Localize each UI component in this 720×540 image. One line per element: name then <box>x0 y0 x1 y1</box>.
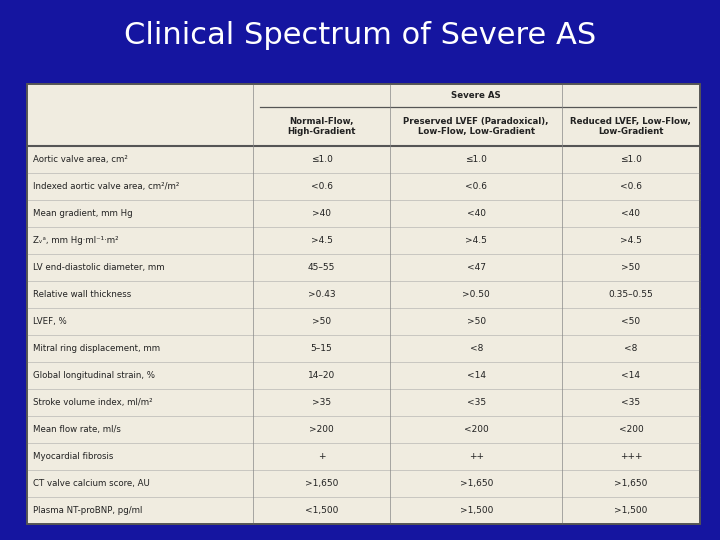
Text: Global longitudinal strain, %: Global longitudinal strain, % <box>33 371 155 380</box>
Text: <0.6: <0.6 <box>465 182 487 191</box>
Text: >1,500: >1,500 <box>459 506 493 515</box>
Text: >50: >50 <box>621 263 641 272</box>
Text: Clinical Spectrum of Severe AS: Clinical Spectrum of Severe AS <box>124 21 596 50</box>
Text: <40: <40 <box>621 209 640 218</box>
Text: <50: <50 <box>621 317 641 326</box>
Text: >1,650: >1,650 <box>459 479 493 488</box>
Text: >35: >35 <box>312 398 331 407</box>
Text: Mitral ring displacement, mm: Mitral ring displacement, mm <box>33 344 161 353</box>
Text: 14–20: 14–20 <box>308 371 336 380</box>
Text: >1,500: >1,500 <box>614 506 647 515</box>
Text: Aortic valve area, cm²: Aortic valve area, cm² <box>33 155 128 164</box>
Text: Normal-Flow,
High-Gradient: Normal-Flow, High-Gradient <box>287 117 356 136</box>
Text: <200: <200 <box>464 425 489 434</box>
Text: Mean flow rate, ml/s: Mean flow rate, ml/s <box>33 425 121 434</box>
Text: <8: <8 <box>624 344 638 353</box>
Text: >0.50: >0.50 <box>462 290 490 299</box>
Text: CT valve calcium score, AU: CT valve calcium score, AU <box>33 479 150 488</box>
Text: <0.6: <0.6 <box>310 182 333 191</box>
Text: 0.35–0.55: 0.35–0.55 <box>608 290 653 299</box>
Text: LV end-diastolic diameter, mm: LV end-diastolic diameter, mm <box>33 263 165 272</box>
Text: >4.5: >4.5 <box>465 236 487 245</box>
Text: >0.43: >0.43 <box>307 290 336 299</box>
Text: <200: <200 <box>618 425 643 434</box>
Text: >1,650: >1,650 <box>305 479 338 488</box>
Text: ≤1.0: ≤1.0 <box>310 155 333 164</box>
Text: Preserved LVEF (Paradoxical),
Low-Flow, Low-Gradient: Preserved LVEF (Paradoxical), Low-Flow, … <box>403 117 549 136</box>
Text: Plasma NT-proBNP, pg/ml: Plasma NT-proBNP, pg/ml <box>33 506 143 515</box>
Text: 5–15: 5–15 <box>311 344 333 353</box>
Text: Severe AS: Severe AS <box>451 91 501 100</box>
FancyBboxPatch shape <box>27 84 700 524</box>
Text: <1,500: <1,500 <box>305 506 338 515</box>
Text: ≤1.0: ≤1.0 <box>465 155 487 164</box>
Text: <35: <35 <box>621 398 641 407</box>
Text: >4.5: >4.5 <box>310 236 333 245</box>
Text: Myocardial fibrosis: Myocardial fibrosis <box>33 452 114 461</box>
Text: Relative wall thickness: Relative wall thickness <box>33 290 131 299</box>
Text: >4.5: >4.5 <box>620 236 642 245</box>
Text: >200: >200 <box>309 425 334 434</box>
Text: ++: ++ <box>469 452 484 461</box>
Text: +++: +++ <box>620 452 642 461</box>
Text: <47: <47 <box>467 263 486 272</box>
Text: <35: <35 <box>467 398 486 407</box>
Text: Mean gradient, mm Hg: Mean gradient, mm Hg <box>33 209 132 218</box>
Text: LVEF, %: LVEF, % <box>33 317 67 326</box>
Text: Stroke volume index, ml/m²: Stroke volume index, ml/m² <box>33 398 153 407</box>
Text: >40: >40 <box>312 209 331 218</box>
Text: Indexed aortic valve area, cm²/m²: Indexed aortic valve area, cm²/m² <box>33 182 179 191</box>
Text: +: + <box>318 452 325 461</box>
Text: <14: <14 <box>621 371 640 380</box>
Text: <0.6: <0.6 <box>620 182 642 191</box>
Text: <8: <8 <box>469 344 483 353</box>
Text: >1,650: >1,650 <box>614 479 647 488</box>
Text: ≤1.0: ≤1.0 <box>620 155 642 164</box>
Text: <14: <14 <box>467 371 486 380</box>
Text: Zᵥᵃ, mm Hg·ml⁻¹·m²: Zᵥᵃ, mm Hg·ml⁻¹·m² <box>33 236 119 245</box>
Text: 45–55: 45–55 <box>308 263 336 272</box>
Text: <40: <40 <box>467 209 486 218</box>
Text: >50: >50 <box>312 317 331 326</box>
Text: >50: >50 <box>467 317 486 326</box>
Text: Reduced LVEF, Low-Flow,
Low-Gradient: Reduced LVEF, Low-Flow, Low-Gradient <box>570 117 691 136</box>
